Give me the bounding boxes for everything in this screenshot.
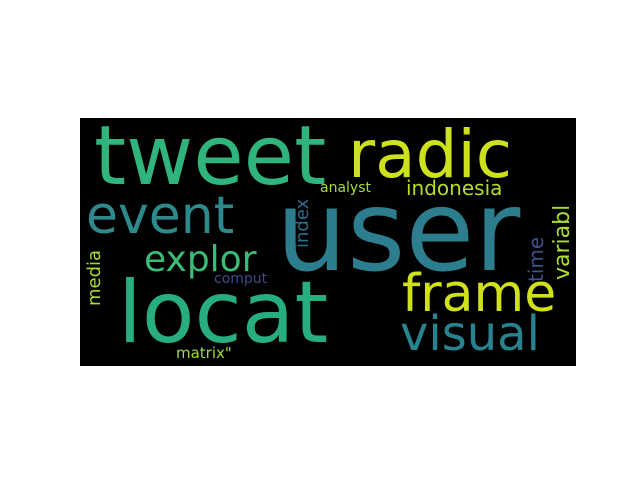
word-comput: comput (214, 271, 268, 287)
word-tweet: tweet (94, 118, 327, 204)
word-visual: visual (400, 306, 540, 362)
word-explor: explor (144, 239, 257, 280)
word-radic: radic (348, 118, 513, 193)
word-media: media (84, 249, 105, 306)
word-time: time (524, 236, 548, 282)
word-event: event (86, 186, 235, 246)
word-frame: frame (402, 264, 557, 324)
word-locat: locat (118, 263, 329, 363)
word-user: user (276, 167, 521, 297)
word-indonesia: indonesia (406, 176, 503, 200)
word-variabl: variabl (550, 204, 575, 280)
word-cloud: tweet radic event user indonesia analyst… (80, 118, 576, 366)
word-matrix: matrix" (176, 344, 232, 362)
word-index: index (292, 198, 313, 248)
word-analyst: analyst (320, 180, 371, 196)
